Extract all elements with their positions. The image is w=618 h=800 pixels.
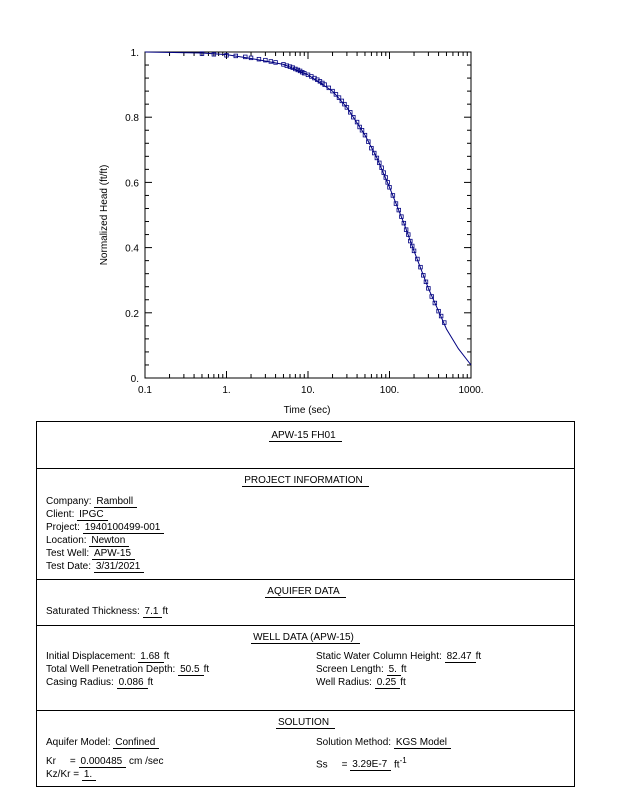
x-tick-label: 100. <box>380 385 399 396</box>
data-point <box>333 92 339 97</box>
data-point <box>344 105 350 110</box>
solution-section: SOLUTION Aquifer Model: Confined Solutio… <box>37 710 574 786</box>
data-point <box>366 139 371 144</box>
x-tick-label: 1000. <box>458 385 483 396</box>
test-date-value: 3/31/2021 <box>93 561 145 573</box>
aquifer-section: AQUIFER DATA Saturated Thickness: 7.1 ft <box>37 579 574 625</box>
data-point <box>408 238 413 244</box>
data-point <box>393 201 399 206</box>
plot-frame <box>144 51 472 379</box>
solution-heading: SOLUTION <box>275 717 336 729</box>
ss-row: Ss = 3.29E-7 ft-1 <box>316 756 407 772</box>
kr-value: 0.000485 <box>78 756 127 768</box>
data-point <box>410 243 415 249</box>
data-point <box>330 88 335 94</box>
report-panel: APW-15 FH01 PROJECT INFORMATION Company:… <box>36 421 575 787</box>
x-tick-label: 1. <box>222 385 230 396</box>
client-value: IPGC <box>77 509 108 521</box>
data-point <box>359 128 365 133</box>
y-tick-label: 0.2 <box>125 309 139 320</box>
data-point <box>411 248 417 254</box>
data-point <box>339 98 345 104</box>
company-row: Company: Ramboll <box>46 496 138 508</box>
casing-radius-row: Casing Radius: 0.086 ft <box>46 677 154 689</box>
data-point <box>263 57 268 63</box>
data-point <box>374 155 380 161</box>
company-value: Ramboll <box>94 496 138 508</box>
data-point <box>399 214 404 219</box>
data-point <box>284 63 290 68</box>
x-tick-label: 10. <box>301 385 315 396</box>
data-point <box>362 132 368 138</box>
data-point <box>387 185 392 190</box>
well-heading: WELL DATA (APW-15) <box>251 632 360 644</box>
data-point <box>403 227 409 232</box>
project-value: 1940100499-001 <box>82 522 165 534</box>
report-title: APW-15 FH01 <box>269 430 342 442</box>
y-tick-label: 0.8 <box>125 113 139 124</box>
kz-kr-row: Kz/Kr = 1. <box>46 769 97 781</box>
location-value: Newton <box>89 535 130 547</box>
chart: 0.1 1. 10. 100. 1000. 0. 0.2 0.4 0.6 0.8 1. Time (… <box>99 48 484 416</box>
data-point <box>342 101 347 107</box>
y-axis-label: Normalized Head (ft/ft) <box>99 165 110 266</box>
well-radius-row: Well Radius: 0.25 ft <box>316 677 406 689</box>
screen-length-row: Screen Length: 5. ft <box>316 664 407 676</box>
data-point <box>436 308 441 314</box>
data-point <box>354 119 360 125</box>
data-point <box>348 110 353 115</box>
project-section: PROJECT INFORMATION Company: Ramboll Cli… <box>37 468 574 579</box>
client-row: Client: IPGC <box>46 509 108 521</box>
solution-method-row: Solution Method: KGS Model <box>316 737 451 749</box>
y-tick-label: 1. <box>131 48 139 59</box>
well-section: WELL DATA (APW-15) Initial Displacement:… <box>37 625 574 710</box>
data-point <box>432 300 438 306</box>
y-tick-label: 0.6 <box>125 178 139 189</box>
saturated-thickness-row: Saturated Thickness: 7.1 ft <box>46 606 169 618</box>
data-point <box>357 124 362 130</box>
kr-row: Kr = 0.000485 cm /sec <box>46 756 164 768</box>
static-water-row: Static Water Column Height: 82.47 ft <box>316 651 482 663</box>
y-tick-label: 0. <box>131 374 139 385</box>
initial-displacement-row: Initial Displacement: 1.68 ft <box>46 651 170 663</box>
x-tick-label: 0.1 <box>138 385 152 396</box>
test-well-value: APW-15 <box>91 548 136 560</box>
data-point <box>401 220 407 226</box>
y-tick-label: 0.4 <box>125 244 139 255</box>
solution-method-value: KGS Model <box>393 737 451 749</box>
data-point <box>372 150 377 156</box>
plot-axes: 0.1 1. 10. 100. 1000. 0. 0.2 0.4 0.6 0.8 1. <box>125 48 483 396</box>
aquifer-model-row: Aquifer Model: Confined <box>46 737 160 749</box>
location-row: Location: Newton <box>46 535 130 547</box>
kz-kr-value: 1. <box>81 769 97 781</box>
data-point <box>199 51 205 56</box>
fit-curve <box>144 51 472 366</box>
data-point <box>426 286 431 291</box>
data-point <box>396 207 401 213</box>
test-well-row: Test Well: APW-15 <box>46 548 136 560</box>
project-row: Project: 1940100499-001 <box>46 522 165 534</box>
data-point <box>423 279 429 285</box>
aquifer-model-value: Confined <box>113 737 160 749</box>
data-point <box>351 115 356 120</box>
ss-value: 3.29E-7 <box>350 759 392 772</box>
penetration-depth-row: Total Well Penetration Depth: 50.5 ft <box>46 664 210 676</box>
saturated-thickness-value: 7.1 <box>142 606 163 618</box>
x-axis-label: Time (sec) <box>284 405 331 416</box>
test-date-row: Test Date: 3/31/2021 <box>46 561 145 573</box>
data-point <box>390 193 396 198</box>
aquifer-heading: AQUIFER DATA <box>265 586 346 598</box>
title-section: APW-15 FH01 <box>37 422 574 468</box>
data-point <box>421 273 426 278</box>
data-point <box>336 95 342 100</box>
plot-marks <box>144 51 472 366</box>
project-heading: PROJECT INFORMATION <box>242 475 369 487</box>
